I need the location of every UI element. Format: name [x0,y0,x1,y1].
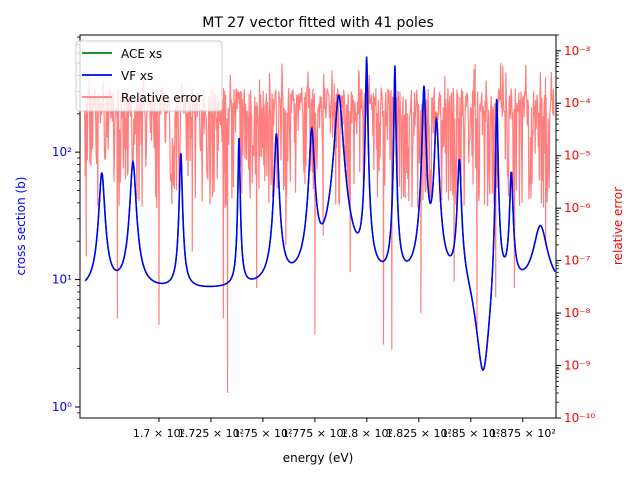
x-tick-label: 1.825 × 10² [386,427,452,440]
legend: ACE xs VF xs Relative error [75,40,223,112]
chart-title: MT 27 vector fitted with 41 poles [202,15,434,31]
x-tick-label: 1.725 × 10² [178,427,244,440]
x-tick-label: 1.7 × 10² [133,427,185,440]
x-tick-label: 1.8 × 10² [341,427,393,440]
y-axis-left: 10⁰ 10¹ 10² [52,36,80,414]
legend-label-ace: ACE xs [121,47,162,61]
plot-frame [79,34,557,419]
y-right-tick-label: 10⁻⁵ [564,149,591,163]
x-tick-label: 1.75 × 10² [233,427,292,440]
x-tick-label: 1.85 × 10² [441,427,500,440]
y-left-tick-label: 10⁰ [52,400,72,414]
legend-label-vf: VF xs [121,69,153,83]
y-axis-right-label: relative error [611,187,625,265]
x-axis-label: energy (eV) [283,451,354,465]
y-right-tick-label: 10⁻⁸ [564,306,591,320]
legend-label-error: Relative error [121,91,202,105]
x-tick-label: 1.875 × 10² [490,427,556,440]
vf-xs-series [84,56,556,371]
y-right-tick-label: 10⁻³ [564,44,591,58]
y-axis-left-label: cross section (b) [14,177,28,276]
x-tick-label: 1.775 × 10² [282,427,348,440]
y-left-tick-label: 10² [52,145,72,159]
y-left-tick-label: 10¹ [52,273,72,287]
legend-box [75,40,223,112]
y-axis-right: 10⁻¹⁰ 10⁻⁹ 10⁻⁸ 10⁻⁷ 10⁻⁶ 10⁻⁵ 10⁻⁴ 10⁻³ [556,34,595,425]
y-right-tick-label: 10⁻⁴ [564,96,591,110]
y-right-tick-label: 10⁻⁷ [564,254,591,268]
y-right-tick-label: 10⁻¹⁰ [564,411,595,425]
vf-xs-line [84,56,556,371]
y-right-tick-label: 10⁻⁹ [564,359,591,373]
y-right-tick-label: 10⁻⁶ [564,201,591,215]
